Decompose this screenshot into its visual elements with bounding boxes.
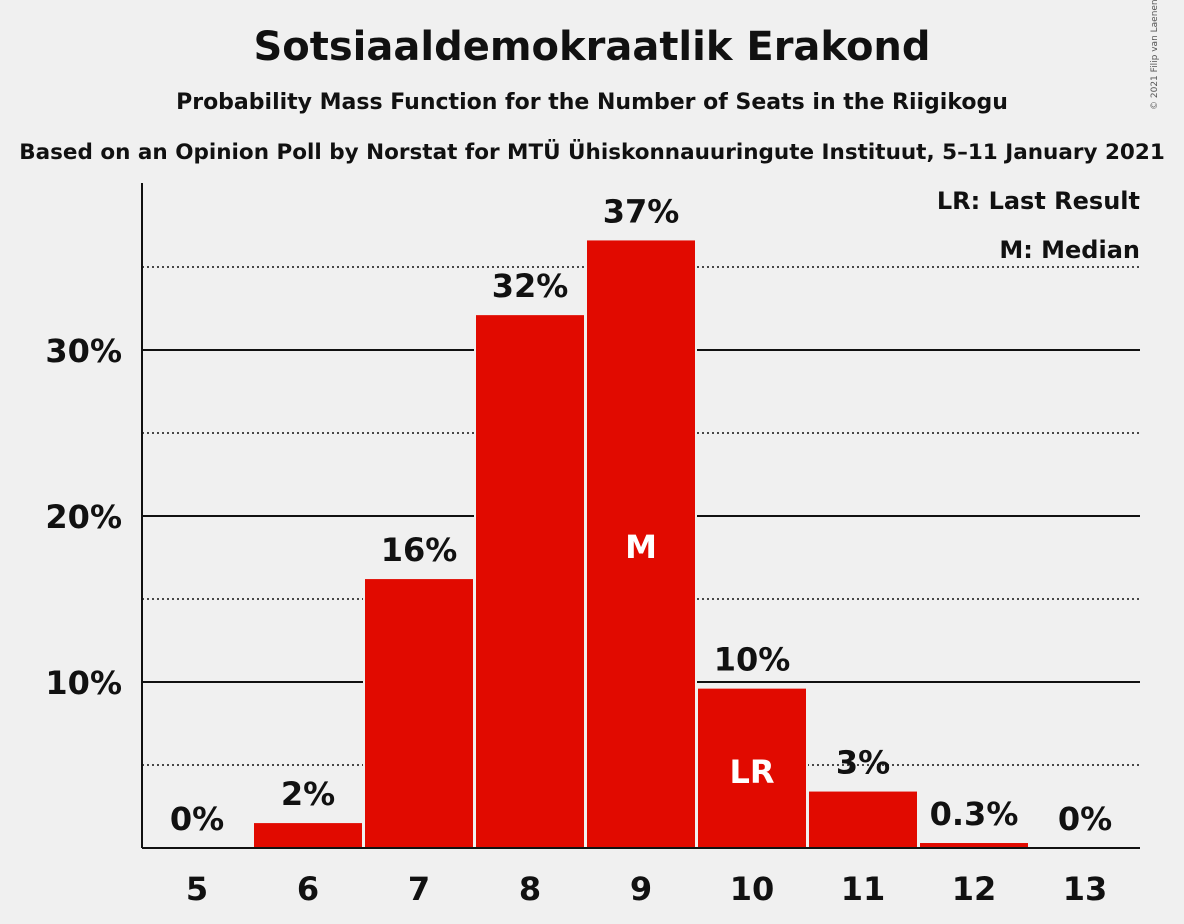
x-tick-label: 6	[297, 870, 319, 908]
data-label: 0%	[1058, 800, 1112, 838]
data-labels: 0% 5 2% 6 16% 7 32% 8 37% M 9 10% LR 10 3% 11 0.3% 12 0% 13	[170, 192, 1112, 908]
bar-6	[254, 823, 362, 848]
y-tick-label: 30%	[45, 332, 122, 370]
x-tick-label: 12	[952, 870, 997, 908]
x-tick-label: 5	[186, 870, 208, 908]
y-tick-label: 10%	[45, 664, 122, 702]
bar-12	[920, 843, 1028, 848]
x-tick-label: 7	[408, 870, 430, 908]
y-tick-label: 20%	[45, 498, 122, 536]
chart-source: Based on an Opinion Poll by Norstat for …	[19, 140, 1165, 165]
data-label: 0%	[170, 800, 224, 838]
x-tick-label: 13	[1063, 870, 1108, 908]
data-label: 37%	[603, 192, 680, 230]
legend-last-result: LR: Last Result	[937, 187, 1140, 215]
x-tick-label: 8	[519, 870, 541, 908]
data-label: 3%	[836, 744, 890, 782]
gridlines: 10% 20% 30%	[45, 266, 1140, 766]
bar-9	[587, 240, 695, 848]
data-label: 16%	[381, 531, 458, 569]
data-label: 2%	[281, 775, 335, 813]
legend-median: M: Median	[999, 236, 1140, 264]
last-result-marker: LR	[729, 753, 774, 791]
chart-subtitle: Probability Mass Function for the Number…	[176, 90, 1008, 115]
bar-8	[476, 315, 584, 848]
bars	[252, 238, 1030, 848]
bar-7	[365, 579, 473, 848]
data-label: 32%	[492, 267, 569, 305]
data-label: 10%	[714, 641, 791, 679]
axes	[141, 183, 1140, 849]
chart-title: Sotsiaaldemokraatlik Erakond	[253, 24, 931, 70]
bar-11	[809, 791, 917, 848]
x-tick-label: 10	[730, 870, 775, 908]
x-tick-label: 11	[841, 870, 886, 908]
median-marker: M	[625, 528, 657, 566]
bar-10	[698, 688, 806, 848]
x-tick-label: 9	[630, 870, 652, 908]
data-label: 0.3%	[930, 795, 1019, 833]
